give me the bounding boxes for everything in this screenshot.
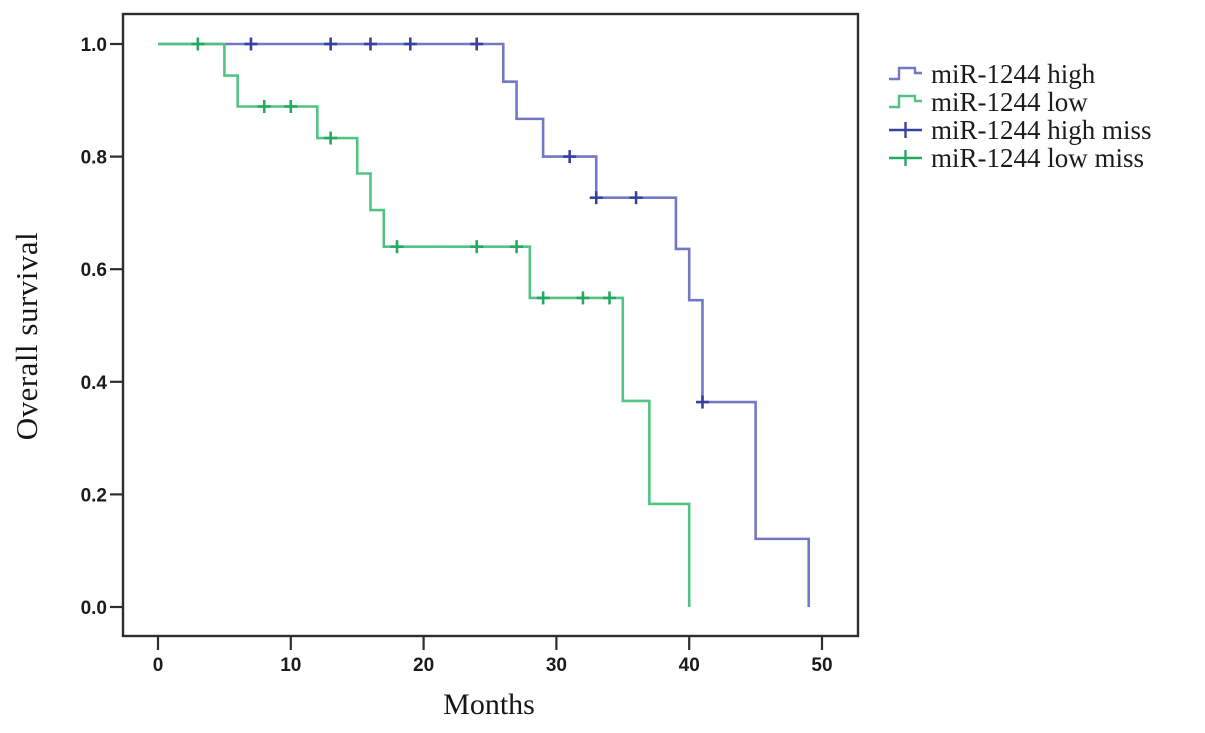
x-axis-title: Months [443,688,535,721]
plot-frame [121,12,860,638]
legend: miR-1244 high miR-1244 low miR-1244 high… [888,60,1152,172]
y-tick-label: 0.6 [81,260,107,281]
legend-label: miR-1244 low [931,87,1088,117]
legend-label: miR-1244 high [931,59,1096,89]
legend-item-high-miss: miR-1244 high miss [888,116,1152,144]
x-tick-label: 30 [546,655,567,676]
y-tick-label: 1.0 [81,35,107,56]
y-tick-label: 0.4 [81,373,108,394]
censor-plus-icon [889,150,922,166]
legend-item-low-miss: miR-1244 low miss [888,144,1152,172]
x-tick-label: 10 [280,655,301,676]
legend-label: miR-1244 high miss [931,115,1152,145]
x-tick-label: 0 [153,655,164,676]
survival-curve-high [158,42,811,607]
survival-curve-low [158,42,691,607]
x-axis-ticks: 0 10 20 30 40 50 [153,637,833,676]
x-tick-label: 40 [679,655,700,676]
step-line-icon [889,66,922,81]
legend-item-high: miR-1244 high [888,60,1152,88]
x-tick-label: 20 [413,655,434,676]
y-axis-ticks: 0.0 0.2 0.4 0.6 0.8 1.0 [81,35,122,619]
censor-marks-low [191,37,617,305]
legend-item-low: miR-1244 low [888,88,1152,116]
censor-plus-icon [889,122,922,138]
legend-label: miR-1244 low miss [931,143,1145,173]
step-line-icon [889,94,922,109]
y-axis-title: Overall survival [9,231,44,441]
y-tick-label: 0.0 [81,598,107,619]
censor-marks-high [244,37,709,409]
y-tick-label: 0.8 [81,148,107,169]
x-tick-label: 50 [811,655,832,676]
y-tick-label: 0.2 [81,485,107,506]
